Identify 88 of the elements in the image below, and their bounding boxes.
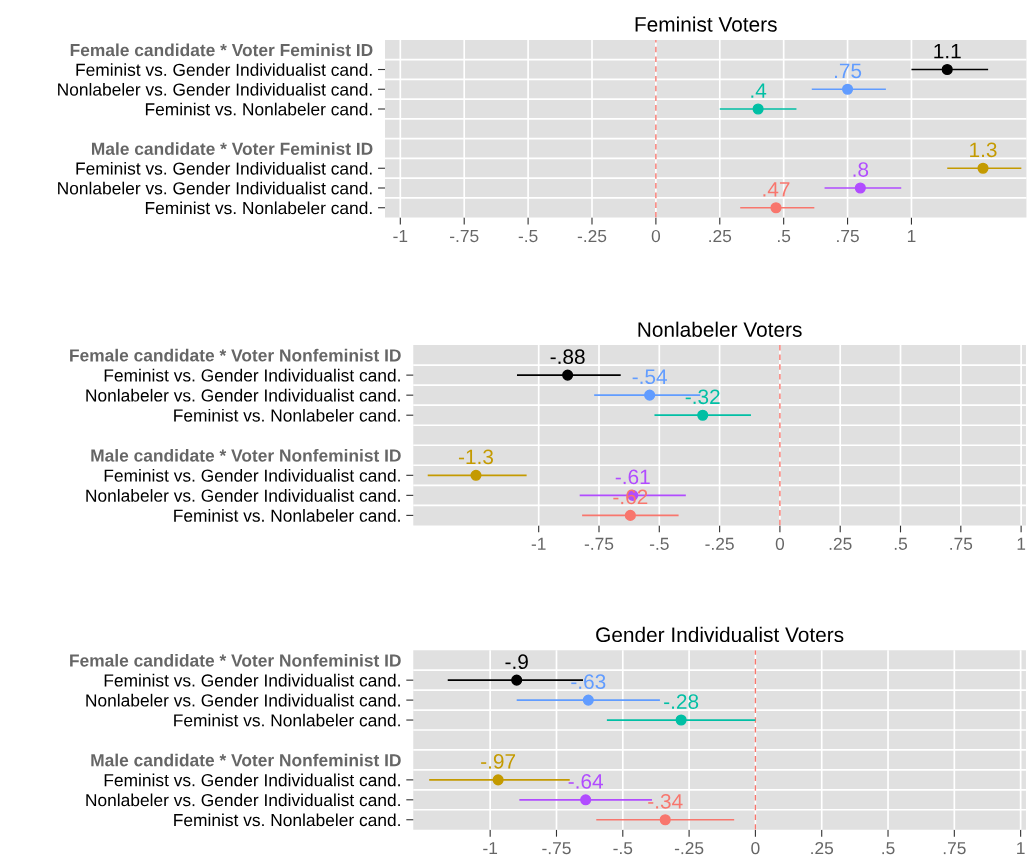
data-label: -.34 [648, 793, 683, 809]
x-tick-label: -1 [483, 842, 498, 855]
x-tick-label: .75 [837, 230, 859, 243]
data-label: -.28 [664, 694, 699, 709]
data-label: -.88 [550, 349, 585, 365]
x-tick-label: .75 [943, 842, 966, 855]
point [624, 509, 636, 521]
x-tick-label: 0 [651, 229, 661, 243]
x-tick-label: -.5 [613, 842, 633, 855]
x-tick-label: 1 [1017, 842, 1025, 855]
chart-title: Feminist Voters [635, 16, 777, 32]
y-tick-label: Male candidate * Voter Nonfeminist ID [91, 753, 401, 767]
point [580, 794, 592, 806]
y-tick-label: Nonlabeler vs. Gender Individualist cand. [86, 793, 400, 807]
data-label: -1.3 [458, 449, 494, 465]
x-tick-label: 1 [907, 230, 916, 242]
x-tick-label: .75 [950, 537, 973, 550]
x-tick-label: .25 [829, 537, 852, 550]
y-tick-label: Nonlabeler vs. Gender Individualist cand. [86, 693, 400, 707]
x-tick-label: .5 [894, 537, 908, 550]
x-tick-label: -.75 [450, 230, 479, 243]
point [854, 182, 866, 194]
point [562, 369, 574, 381]
data-label: -.32 [685, 389, 720, 405]
data-label: -.54 [632, 369, 667, 385]
y-tick-label: Female candidate * Voter Feminist ID [70, 43, 373, 57]
x-tick-label: -1 [393, 230, 408, 242]
data-label: 1.3 [970, 142, 997, 158]
y-tick-label: Feminist vs. Gender Individualist cand. [76, 161, 372, 175]
data-label: .75 [834, 63, 862, 79]
y-tick-label: Feminist vs. Nonlabeler cand. [174, 813, 400, 827]
point [659, 814, 671, 826]
x-tick-label: -.5 [649, 537, 669, 550]
x-tick-label: -.75 [542, 842, 571, 855]
point [511, 674, 523, 686]
y-tick-label: Male candidate * Voter Nonfeminist ID [91, 448, 401, 462]
point [697, 409, 709, 421]
x-tick-label: -.25 [674, 841, 704, 855]
y-tick-label: Female candidate * Voter Nonfeminist ID [70, 348, 401, 362]
y-tick-label: Nonlabeler vs. Gender Individualist cand. [86, 489, 400, 502]
x-tick-label: .25 [811, 841, 834, 855]
data-label: -.63 [571, 674, 606, 690]
point [770, 202, 782, 214]
point [582, 694, 594, 706]
x-tick-label: -.75 [584, 537, 614, 550]
y-tick-label: Feminist vs. Nonlabeler cand. [174, 713, 400, 727]
x-tick-label: .5 [778, 230, 791, 243]
point [675, 714, 687, 726]
point [941, 63, 953, 76]
y-tick-label: Male candidate * Voter Feminist ID [92, 142, 373, 155]
y-tick-label: Feminist vs. Nonlabeler cand. [174, 408, 400, 422]
x-tick-label: 0 [751, 841, 760, 855]
point [644, 389, 656, 401]
y-tick-label: Nonlabeler vs. Gender Individualist cand. [58, 82, 372, 96]
x-tick-label: 0 [775, 537, 785, 550]
y-tick-label: Feminist vs. Nonlabeler cand. [145, 102, 372, 116]
y-tick-label: Nonlabeler vs. Gender Individualist cand. [86, 388, 400, 402]
data-label: .8 [853, 162, 869, 177]
x-tick-label: .25 [709, 229, 732, 243]
y-tick-label: Nonlabeler vs. Gender Individualist cand. [58, 181, 372, 195]
y-tick-label: Feminist vs. Gender Individualist cand. [104, 368, 400, 382]
data-label: -.64 [568, 773, 603, 789]
y-tick-label: Feminist vs. Gender Individualist cand. [104, 773, 400, 787]
x-tick-label: -.25 [705, 537, 734, 550]
x-tick-label: 1 [1017, 537, 1026, 550]
y-tick-label: Feminist vs. Nonlabeler cand. [145, 201, 372, 215]
y-tick-label: Female candidate * Voter Nonfeminist ID [70, 653, 401, 667]
data-label: -.61 [615, 469, 650, 485]
point [492, 774, 504, 786]
chart-title: Gender Individualist Voters [596, 626, 844, 643]
data-label: 1.1 [934, 43, 961, 59]
y-tick-label: Feminist vs. Nonlabeler cand. [174, 509, 400, 522]
x-tick-label: .5 [882, 842, 895, 855]
data-label: -.9 [505, 654, 528, 670]
data-label: .47 [763, 182, 790, 197]
data-label: .4 [751, 83, 767, 98]
point [842, 83, 854, 95]
y-tick-label: Feminist vs. Gender Individualist cand. [76, 63, 372, 76]
x-tick-label: -.25 [577, 229, 607, 243]
point [470, 469, 482, 481]
point [977, 162, 989, 174]
point [752, 103, 764, 115]
y-tick-label: Feminist vs. Gender Individualist cand. [104, 469, 400, 482]
x-tick-label: -1 [531, 537, 546, 550]
data-label: -.97 [481, 754, 516, 769]
y-tick-label: Feminist vs. Gender Individualist cand. [104, 673, 400, 687]
chart-title: Nonlabeler Voters [638, 321, 802, 337]
x-tick-label: -.5 [518, 230, 538, 243]
